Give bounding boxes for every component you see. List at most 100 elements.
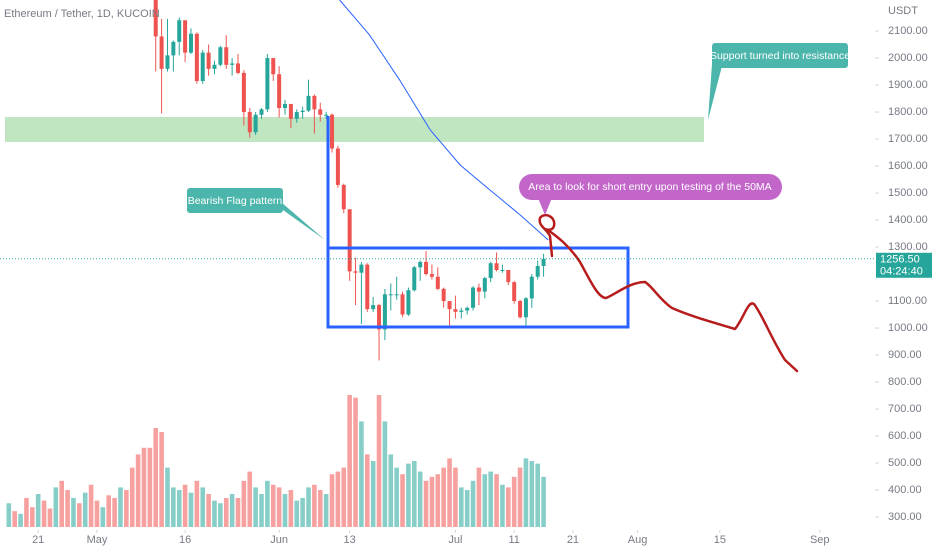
y-tick-label: 1300.00 xyxy=(888,241,928,253)
candle-body xyxy=(506,269,511,283)
volume-bar xyxy=(359,421,364,527)
candle-body xyxy=(388,294,393,296)
candle-body xyxy=(194,33,199,81)
candle-body xyxy=(188,33,193,53)
x-tick-label: 13 xyxy=(344,534,356,546)
callout-text: Support turned into resistance xyxy=(710,50,850,62)
x-tick-label: Sep xyxy=(810,534,830,546)
volume-bar xyxy=(353,397,358,527)
volume-bar xyxy=(347,395,352,527)
y-tick-label: 1000.00 xyxy=(888,322,928,334)
candle-body xyxy=(171,41,176,56)
y-unit: USDT xyxy=(888,5,918,17)
volume-bar xyxy=(300,497,305,527)
candle-body xyxy=(212,64,217,69)
candle-body xyxy=(235,63,240,73)
volume-bar xyxy=(35,494,41,527)
volume-bar xyxy=(382,421,388,527)
volume-bar xyxy=(129,467,135,527)
candle-body xyxy=(541,258,546,266)
candle-body xyxy=(324,114,329,116)
volume-bar xyxy=(341,467,347,527)
callout-pointer xyxy=(538,198,552,215)
candle-layer xyxy=(153,0,546,361)
volume-bar xyxy=(511,476,517,527)
y-tick-label: 2100.00 xyxy=(888,25,928,37)
volume-bar xyxy=(165,467,170,527)
candle-body xyxy=(471,287,476,308)
volume-bar xyxy=(517,467,523,527)
callout-pointer xyxy=(708,64,722,120)
countdown-label: 04:24:40 xyxy=(880,266,923,278)
candle-body xyxy=(294,112,299,119)
volume-bar xyxy=(464,490,470,527)
candle-body xyxy=(247,112,252,133)
callout-box xyxy=(519,174,782,200)
volume-bar xyxy=(476,467,482,527)
volume-bar xyxy=(223,497,229,527)
volume-bar xyxy=(24,497,29,527)
volume-bar xyxy=(235,497,241,527)
y-tick-label: 500.00 xyxy=(888,457,922,469)
candle-body xyxy=(459,310,464,312)
volume-bar xyxy=(71,497,76,527)
volume-bar xyxy=(188,492,194,527)
candle-body xyxy=(412,267,417,291)
volume-bar xyxy=(194,480,200,527)
volume-bar xyxy=(282,494,288,527)
volume-bar xyxy=(212,500,217,527)
volume-bar xyxy=(18,513,23,527)
y-tick-label: 1800.00 xyxy=(888,106,928,118)
volume-bar xyxy=(153,428,159,527)
volume-bar xyxy=(159,431,164,527)
volume-bar xyxy=(423,480,429,527)
y-tick-label: 1700.00 xyxy=(888,133,928,145)
candle-body xyxy=(353,271,358,273)
volume-bar xyxy=(370,461,376,527)
volume-bar xyxy=(488,471,493,527)
candle-body xyxy=(318,109,323,115)
candle-body xyxy=(341,184,346,210)
x-tick-label: 16 xyxy=(179,534,191,546)
candle-body xyxy=(218,47,223,65)
volume-bar xyxy=(100,507,106,527)
candle-body xyxy=(371,305,376,310)
volume-bar xyxy=(88,484,94,527)
volume-bar xyxy=(294,500,300,527)
candle-body xyxy=(377,305,382,330)
candle-body xyxy=(476,287,481,292)
volume-bar xyxy=(458,487,464,527)
y-tick-label: 800.00 xyxy=(888,376,922,388)
ma-line xyxy=(339,0,549,241)
y-tick-label: 1100.00 xyxy=(888,295,927,307)
x-tick-label: 21 xyxy=(32,534,44,546)
y-tick-label: 1600.00 xyxy=(888,160,928,172)
volume-bar xyxy=(523,458,529,527)
y-tick-label: 1900.00 xyxy=(888,79,928,91)
volume-bar xyxy=(306,487,311,527)
volume-bar xyxy=(241,480,247,527)
volume-bar xyxy=(411,461,417,527)
volume-bar xyxy=(312,484,317,527)
volume-bar xyxy=(276,487,282,527)
callout-pointer xyxy=(274,196,325,240)
volume-bar xyxy=(77,503,82,527)
candle-body xyxy=(512,282,517,302)
candle-body xyxy=(241,72,246,113)
candle-body xyxy=(200,52,205,81)
volume-bar xyxy=(364,454,370,527)
volume-bar xyxy=(200,487,206,527)
candle-body xyxy=(529,276,534,299)
candle-body xyxy=(406,290,411,315)
candle-body xyxy=(312,95,317,110)
volume-bar xyxy=(218,503,223,527)
volume-bar xyxy=(447,458,452,527)
volume-bar xyxy=(112,497,117,527)
candle-body xyxy=(494,263,499,270)
candle-body xyxy=(365,264,370,310)
volume-bar xyxy=(253,487,258,527)
last-price-tag xyxy=(876,252,932,278)
candle-body xyxy=(271,58,276,75)
volume-bar xyxy=(82,492,88,527)
candle-body xyxy=(206,52,211,69)
